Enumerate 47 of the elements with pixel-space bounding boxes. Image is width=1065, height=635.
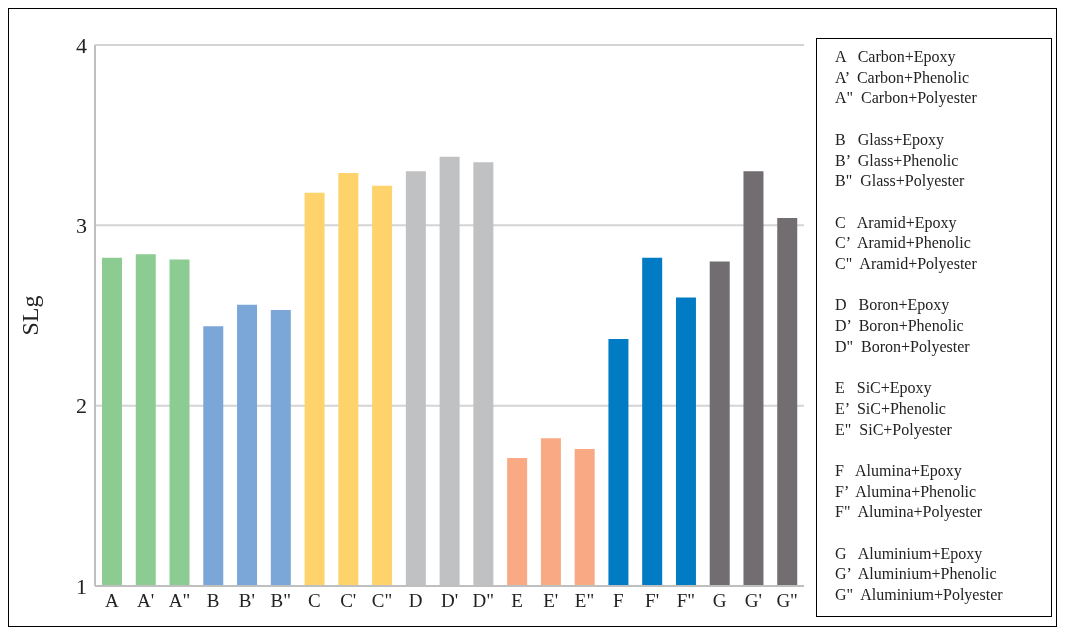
text: G" Aluminium+Polyester: [835, 585, 1004, 606]
text: B Glass+Epoxy: [835, 129, 946, 151]
y-axis-title: SLg: [16, 295, 43, 336]
text: F’ Alumina+Phenolic: [835, 481, 978, 502]
text: G’ Aluminium+Phenolic: [835, 564, 998, 585]
y-tick-label: 4: [76, 32, 87, 58]
y-tick-label: 3: [76, 213, 87, 239]
x-tick-label: D': [440, 590, 459, 612]
x-tick-label: A': [137, 590, 155, 612]
text: E’ SiC+Phenolic: [835, 398, 947, 419]
text: D Boron+Epoxy: [835, 295, 951, 316]
text: C" Aramid+Polyester: [835, 254, 978, 275]
text: F" Alumina+Polyester: [835, 502, 984, 523]
text: C’ Aramid+Phenolic: [835, 233, 972, 254]
x-tick-label: E": [574, 590, 595, 612]
y-tick-label: 2: [76, 393, 87, 419]
text: E" SiC+Polyester: [835, 419, 953, 441]
x-tick-label: B': [238, 590, 255, 612]
text: A’ Carbon+Phenolic: [835, 67, 971, 88]
x-tick-label: G': [744, 590, 762, 612]
text: G Aluminium+Epoxy: [835, 543, 984, 565]
x-tick-label: B": [270, 590, 291, 612]
x-tick-label: E: [511, 590, 523, 612]
x-tick-label: F": [676, 590, 695, 612]
text: C Aramid+Epoxy: [835, 212, 958, 234]
x-tick-label: B: [206, 590, 220, 612]
text: E SiC+Epoxy: [835, 378, 933, 399]
text: F Alumina+Epoxy: [835, 461, 963, 482]
x-tick-label: C: [308, 590, 321, 612]
text: A" Carbon+Polyester: [835, 88, 978, 109]
x-tick-label: E': [543, 590, 559, 612]
x-tick-label: A": [168, 590, 191, 612]
x-tick-label: D: [408, 590, 423, 612]
x-tick-label: C": [371, 590, 393, 612]
x-tick-label: G": [776, 590, 798, 612]
x-tick-label: A: [105, 590, 120, 612]
text: B" Glass+Polyester: [835, 171, 966, 192]
x-tick-label: C': [340, 590, 357, 612]
x-tick-label: F: [613, 590, 624, 612]
text: D" Boron+Polyester: [835, 336, 971, 358]
x-tick-label: F': [645, 590, 660, 612]
x-tick-label: D": [472, 590, 494, 612]
y-tick-label: 1: [76, 573, 87, 599]
text: B’ Glass+Phenolic: [835, 150, 960, 171]
text: A Carbon+Epoxy: [835, 47, 957, 68]
text: D’ Boron+Phenolic: [835, 316, 965, 337]
x-tick-label: G: [712, 590, 727, 612]
